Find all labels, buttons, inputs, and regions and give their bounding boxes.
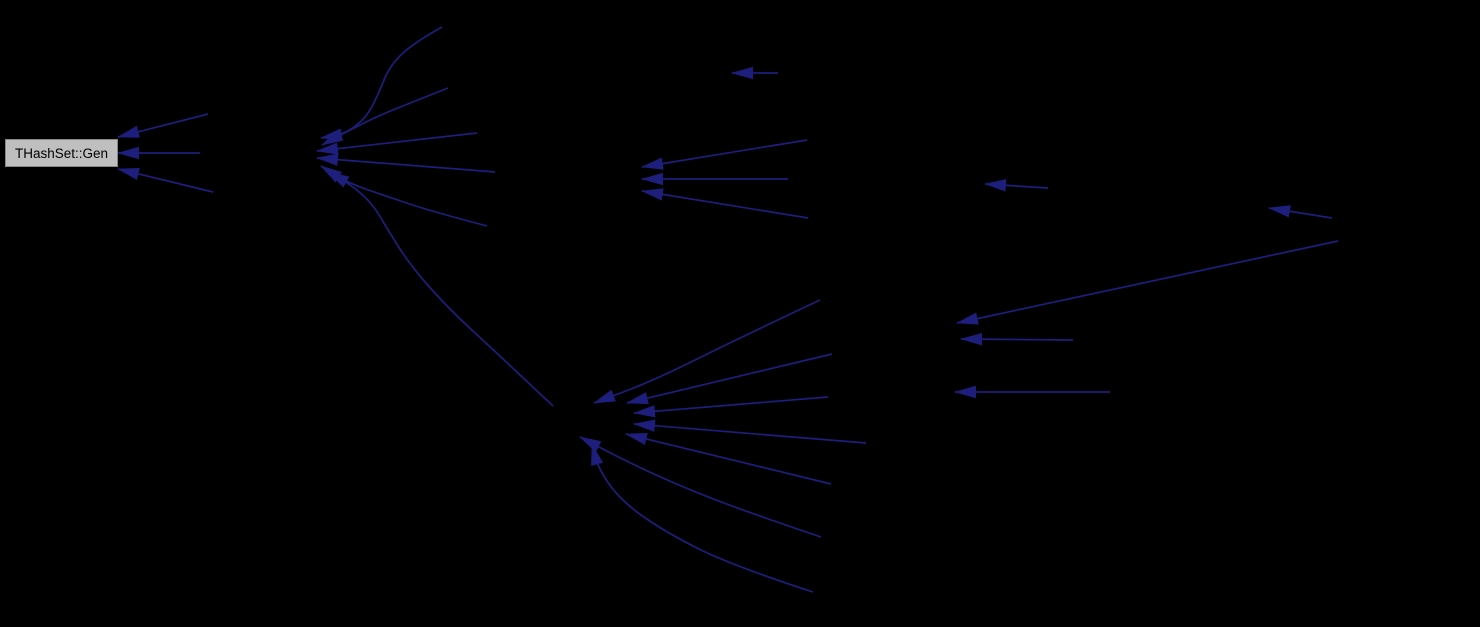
graph-edge-short-arrow-far-right xyxy=(1268,205,1333,219)
graph-edge-into-hub-d-3 xyxy=(633,396,829,418)
graph-edge-into-hub-d-1 xyxy=(593,299,821,404)
graph-edge-into-hub-a-2 xyxy=(321,87,449,146)
graph-edge-into-hub-a-4 xyxy=(316,153,496,173)
graph-edge-into-hub-d-2 xyxy=(626,353,833,405)
graph-edge-into-hub-a-1 xyxy=(320,26,443,141)
graph-edge-into-hub-b-1 xyxy=(641,139,808,170)
graph-edge-into-hub-d-7 xyxy=(591,443,814,593)
graph-edge-into-hub-d-4 xyxy=(633,419,867,444)
graph-edge-into-hub-d-6 xyxy=(579,436,822,538)
graph-edge-into-hub-c-long-diagonal xyxy=(956,240,1339,325)
graph-edge-into-hub-a-6 xyxy=(327,171,554,407)
graph-edge-into-hub-a-3 xyxy=(316,132,478,155)
graph-edge-into-main-node-1 xyxy=(117,113,209,138)
graph-edge-into-hub-b-3 xyxy=(641,188,809,219)
graph-edge-into-hub-c-2 xyxy=(960,332,1074,346)
graph-node-thashset-gen[interactable]: THashSet::Gen xyxy=(5,139,118,167)
graph-node-label: THashSet::Gen xyxy=(14,145,109,161)
graph-edge-short-arrow-mid-right xyxy=(984,179,1049,192)
graph-edge-into-main-node-3 xyxy=(117,167,214,193)
graph-edge-into-hub-a-5 xyxy=(320,165,488,227)
graph-edge-into-hub-d-5 xyxy=(625,432,832,485)
